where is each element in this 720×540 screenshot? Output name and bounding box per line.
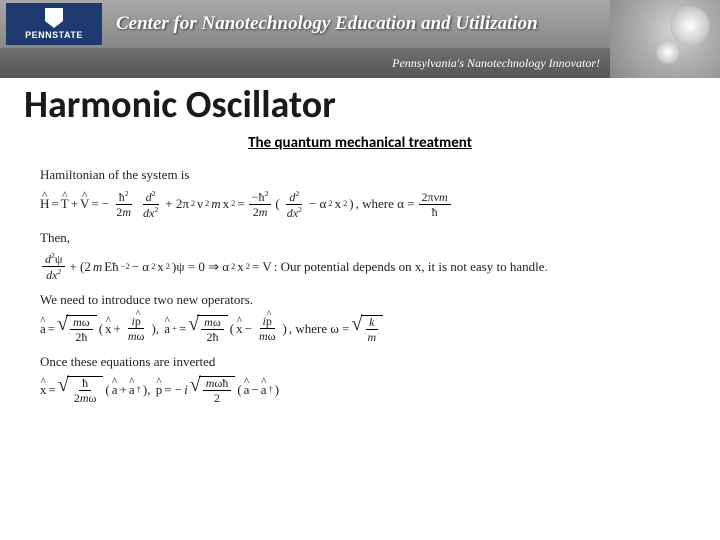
where-omega: , where ω =: [289, 320, 350, 338]
slide-content: Hamiltonian of the system is H = T + V =…: [0, 166, 720, 404]
page-subtitle: The quantum mechanical treatment: [0, 134, 720, 152]
page-title: Harmonic Oscillator: [24, 82, 720, 128]
where-alpha: , where α =: [356, 195, 415, 213]
header-graphic-icon: [610, 0, 720, 78]
text-line-inverted: Once these equations are inverted: [40, 353, 690, 371]
potential-note: : Our potential depends on x, it is not …: [274, 258, 548, 276]
header-top-bar: PENNSTATE Center for Nanotechnology Educ…: [0, 0, 720, 48]
equation-hamiltonian: H = T + V = − ħ22m d2dx2 + 2π2ν2mx2 = −ħ…: [40, 190, 690, 219]
text-line-1: Hamiltonian of the system is: [40, 166, 690, 184]
shield-icon: [45, 8, 63, 28]
tagline: Pennsylvania's Nanotechnology Innovator!: [392, 56, 600, 71]
equation-schrodinger: d2ψdx2 + (2mEħ−2 − α2x2)ψ = 0 ⇒ α2x2 = V…: [40, 252, 690, 281]
text-line-then: Then,: [40, 229, 690, 247]
slide-header: PENNSTATE Center for Nanotechnology Educ…: [0, 0, 720, 78]
center-title: Center for Nanotechnology Education and …: [116, 13, 538, 35]
logo-text: PENNSTATE: [25, 30, 83, 40]
text-line-operators: We need to introduce two new operators.: [40, 291, 690, 309]
pennstate-logo: PENNSTATE: [6, 3, 102, 45]
equation-ladder-operators: a = mω2ħ (x + ipmω), a+ = mω2ħ (x − ipmω…: [40, 315, 690, 343]
equation-inverted: x = ħ2mω (a + a†), p = −i mωħ2 (a − a†): [40, 376, 690, 404]
